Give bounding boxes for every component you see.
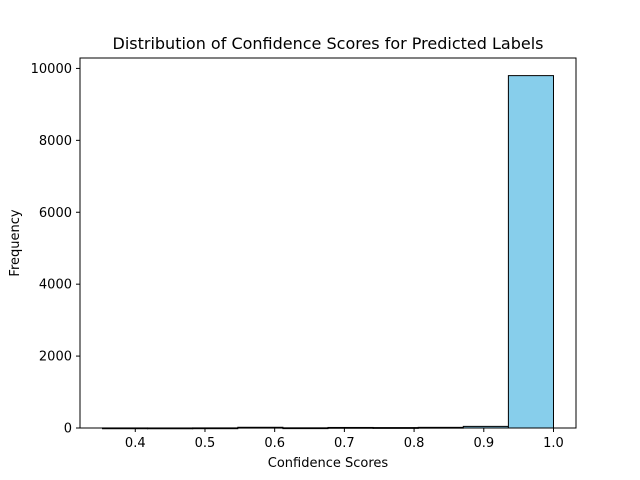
bars-group: [102, 75, 554, 430]
y-axis-ticks: 0 2000 4000 6000 8000 10000: [31, 62, 80, 437]
y-tick-label: 2000: [39, 350, 72, 365]
y-tick-label: 0: [64, 422, 72, 437]
y-tick-label: 6000: [39, 206, 72, 221]
x-axis-ticks: 0.4 0.5 0.6 0.7 0.8 0.9 1.0: [125, 428, 564, 451]
y-tick-label: 8000: [39, 134, 72, 149]
x-axis-label: Confidence Scores: [268, 456, 389, 471]
x-tick-label: 1.0: [543, 436, 564, 451]
x-tick-label: 0.9: [473, 436, 494, 451]
histogram-bar-9: [507, 75, 554, 429]
plot-frame: [79, 57, 577, 429]
y-axis-label: Frequency: [8, 209, 23, 276]
x-tick-label: 0.7: [334, 436, 355, 451]
x-tick-label: 0.5: [195, 436, 216, 451]
chart-title: Distribution of Confidence Scores for Pr…: [113, 34, 544, 53]
x-tick-label: 0.4: [125, 436, 146, 451]
y-tick-label: 4000: [39, 278, 72, 293]
x-tick-label: 0.8: [404, 436, 425, 451]
x-tick-label: 0.6: [264, 436, 285, 451]
y-tick-label: 10000: [31, 62, 72, 77]
